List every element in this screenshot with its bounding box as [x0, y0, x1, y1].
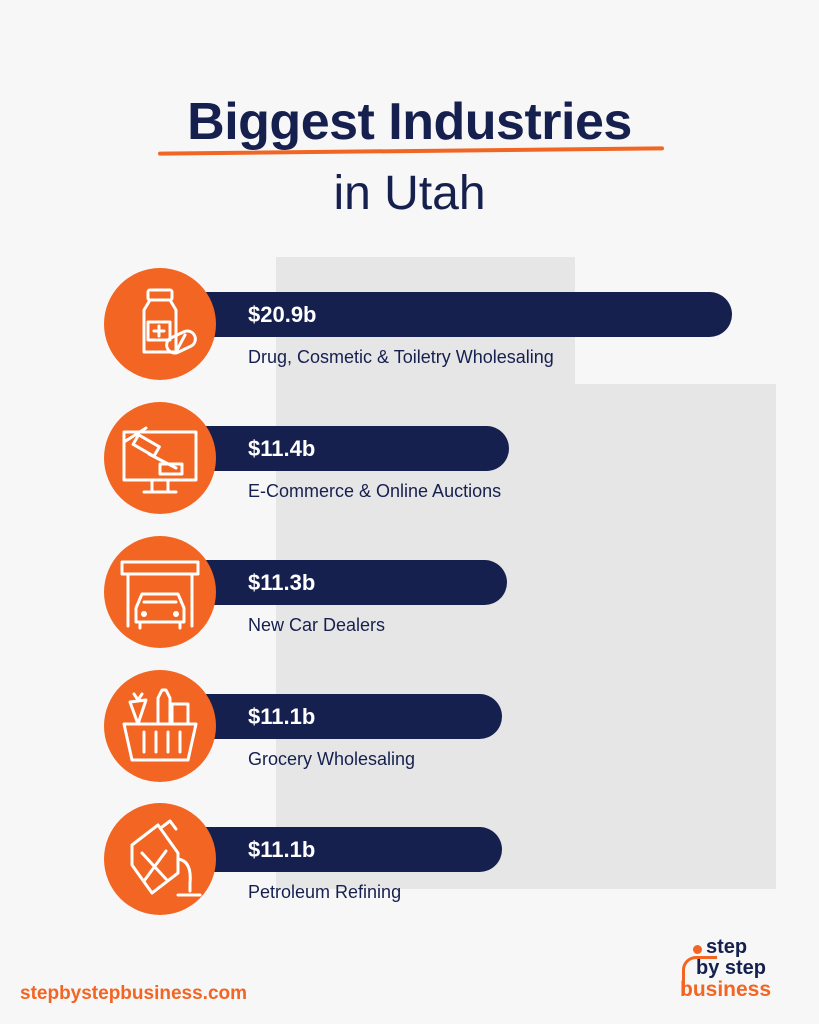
logo-line-1: step: [706, 936, 748, 958]
fuel-can-icon: [104, 803, 216, 915]
bar-category-label: Petroleum Refining: [248, 882, 402, 902]
logo-arc: [682, 956, 717, 995]
footer-url[interactable]: stepbystepbusiness.com: [20, 983, 248, 1004]
bar: [180, 827, 502, 872]
bar-row: $11.1b Grocery Wholesaling: [0, 670, 819, 782]
logo-line-3: business: [680, 978, 772, 1001]
bar: [180, 694, 502, 739]
bar: [180, 292, 732, 337]
bar-row: $11.1b Petroleum Refining: [0, 803, 819, 915]
bar: [180, 426, 509, 471]
car-garage-icon: [104, 536, 216, 648]
chart-title-line-1: Biggest Industries: [187, 93, 632, 151]
bar-category-label: E-Commerce & Online Auctions: [248, 481, 502, 501]
bar-category-label: New Car Dealers: [248, 615, 386, 635]
bar-row: $20.9b Drug, Cosmetic & Toiletry Wholesal…: [0, 268, 819, 380]
auction-gavel-monitor-icon: [104, 402, 216, 514]
bar-value-label: $20.9b: [248, 302, 317, 327]
logo-dot: [693, 945, 702, 954]
chart-title-line-2: in Utah: [333, 167, 486, 220]
step-by-step-business-logo: step by step business: [676, 936, 794, 1004]
bar: [180, 560, 507, 605]
bar-row: $11.4b E-Commerce & Online Auctions: [0, 402, 819, 514]
bar-value-label: $11.4b: [248, 436, 316, 461]
bar-category-label: Grocery Wholesaling: [248, 749, 416, 769]
medicine-bottle-pills-icon: [104, 268, 216, 380]
bar-value-label: $11.1b: [248, 704, 316, 729]
logo-line-2: by step: [696, 957, 767, 979]
bar-value-label: $11.3b: [248, 570, 316, 595]
bar-row: $11.3b New Car Dealers: [0, 536, 819, 648]
grocery-basket-icon: [104, 670, 216, 782]
bar-value-label: $11.1b: [248, 837, 316, 862]
bar-category-label: Drug, Cosmetic & Toiletry Wholesaling: [248, 347, 554, 367]
